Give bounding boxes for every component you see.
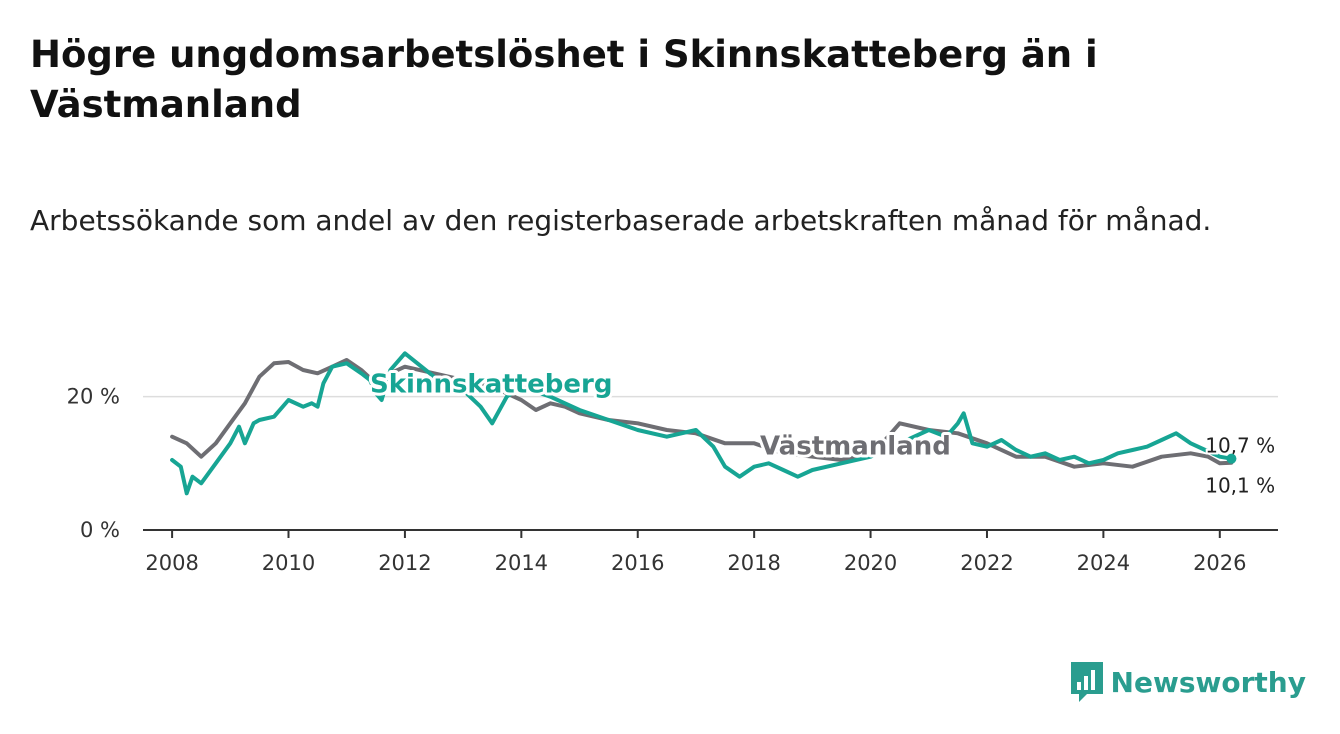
- x-tick-label: 2010: [262, 551, 315, 575]
- x-axis: 0 % 20 % 2008 2010 2012 2014 2016 2018 2020 2022 2…: [67, 385, 1278, 575]
- x-tick-label: 2008: [145, 551, 198, 575]
- x-tick-label: 2024: [1077, 551, 1130, 575]
- brand-name: Newsworthy: [1110, 665, 1306, 699]
- x-tick-label: 2026: [1193, 551, 1246, 575]
- chart-subtitle: Arbetssökande som andel av den registerb…: [30, 204, 1212, 237]
- x-tick-label: 2020: [844, 551, 897, 575]
- bar-chart-logo-icon: [1070, 662, 1103, 702]
- chart-title: Högre ungdomsarbetslöshet i Skinnskatteb…: [30, 33, 1098, 126]
- x-tick-label: 2016: [611, 551, 664, 575]
- series-line-skinnskatteberg: [170, 351, 1234, 496]
- x-tick-label: 2018: [727, 551, 780, 575]
- series-label-skinnskatteberg: Skinnskatteberg: [370, 370, 612, 400]
- series-layer: [170, 351, 1234, 496]
- end-label-skinnskatteberg: 10,7 %: [1205, 434, 1275, 458]
- x-tick-label: 2014: [495, 551, 548, 575]
- label-layer: Skinnskatteberg Västmanland 10,7 % 10,1 %: [367, 367, 1277, 500]
- line-chart: 0 % 20 % 2008 2010 2012 2014 2016 2018 2020 2022 2…: [67, 351, 1278, 575]
- y-tick-label: 0 %: [80, 518, 120, 542]
- newsworthy-logo: Newsworthy: [1069, 660, 1306, 704]
- x-tick-label: 2022: [960, 551, 1013, 575]
- end-point-skinnskatteberg: [1226, 453, 1237, 464]
- end-label-vastmanland: 10,1 %: [1205, 474, 1275, 498]
- y-tick-label: 20 %: [67, 385, 120, 409]
- x-tick-label: 2012: [378, 551, 431, 575]
- series-line-västmanland: [170, 358, 1234, 469]
- series-label-vastmanland: Västmanland: [760, 432, 951, 462]
